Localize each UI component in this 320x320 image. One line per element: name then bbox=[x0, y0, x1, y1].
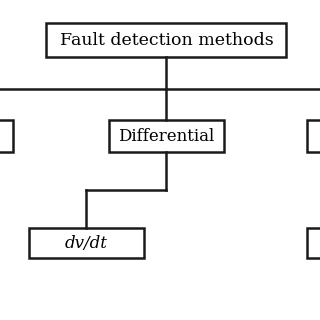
Text: dv/dt: dv/dt bbox=[65, 235, 108, 252]
FancyBboxPatch shape bbox=[307, 228, 320, 259]
FancyBboxPatch shape bbox=[29, 228, 144, 259]
Text: Differential: Differential bbox=[118, 127, 214, 145]
FancyBboxPatch shape bbox=[0, 120, 13, 152]
FancyBboxPatch shape bbox=[46, 23, 286, 57]
FancyBboxPatch shape bbox=[307, 120, 320, 152]
FancyBboxPatch shape bbox=[109, 120, 224, 152]
Text: Fault detection methods: Fault detection methods bbox=[60, 31, 273, 49]
